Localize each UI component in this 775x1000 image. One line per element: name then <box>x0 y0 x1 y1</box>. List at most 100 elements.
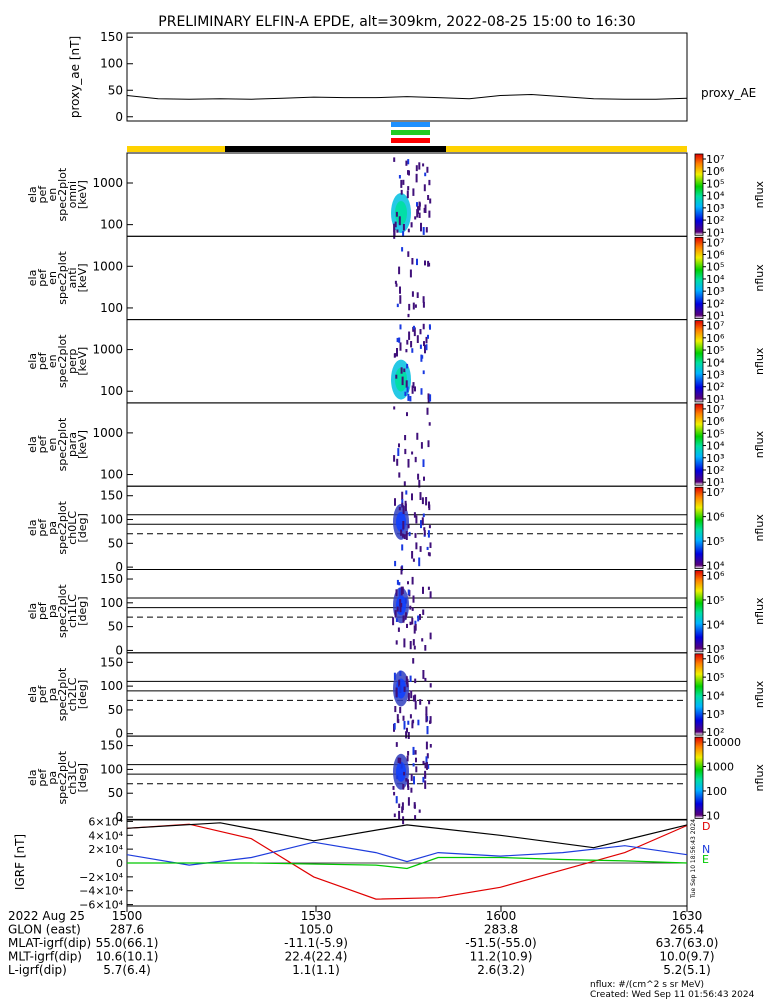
flux-speckle <box>418 201 421 211</box>
panel-ytick-label: 50 <box>108 703 123 717</box>
flux-speckle <box>428 179 431 186</box>
colorbar-tick-label: 10² <box>706 297 724 310</box>
panel-ylabel: spec2plot <box>56 334 69 388</box>
colorbar-tick-label: 10² <box>706 464 724 477</box>
footer-table: 2022 Aug 25 1500 1530 1600 1630 GLON (east) 28… <box>8 906 718 977</box>
colorbar-tick-label: 10⁴ <box>706 356 725 369</box>
colorbar-tick-label: 10¹ <box>706 310 724 323</box>
panel-ylabel: ch1LC <box>66 594 79 628</box>
flux-speckle <box>395 742 398 747</box>
panel-ylabel: para <box>66 432 79 457</box>
igrf-line-total <box>126 822 688 849</box>
flux-speckle <box>396 606 399 612</box>
flux-speckle <box>423 341 425 347</box>
flux-speckle <box>408 531 411 537</box>
panel-ylabel: pa <box>46 771 59 785</box>
colorbar-tick-label: 10⁶ <box>706 653 725 666</box>
flux-speckle <box>401 586 404 594</box>
footer-cell: 5.2(5.1) <box>663 963 711 977</box>
flux-speckle <box>400 763 403 769</box>
colorbar-tick-label: 10⁵ <box>706 535 724 548</box>
footer-cell: -51.5(-55.0) <box>465 936 536 950</box>
flux-speckle <box>407 459 410 468</box>
flux-speckle <box>426 762 428 770</box>
panel-ytick-label: 0 <box>115 560 123 574</box>
colorbar-gradient <box>694 653 704 736</box>
flux-speckle <box>424 345 426 354</box>
colorbar-tick-label: 10⁶ <box>706 165 725 178</box>
igrf-line-d <box>126 823 688 900</box>
panel-ylabel: [deg] <box>76 680 89 709</box>
flux-speckle <box>400 586 403 596</box>
stripe-red <box>391 138 430 143</box>
footer-cell: 1600 <box>486 909 517 923</box>
colorbar-tick-label: 10⁵ <box>706 671 724 684</box>
colorbar-tick-label: 10² <box>706 214 724 227</box>
panel-ytick-label: 0 <box>115 643 123 657</box>
panel-ylabel: ch3LC <box>66 761 79 795</box>
colorbar-label: nflux <box>753 430 766 458</box>
panel-ylabel: ela <box>26 686 39 703</box>
flux-speckle <box>408 170 410 176</box>
flux-speckle <box>407 313 410 318</box>
flux-speckle <box>394 353 397 357</box>
panel-ytick-label: 100 <box>100 218 123 232</box>
flux-speckle <box>402 521 405 530</box>
flux-speckle <box>427 586 430 590</box>
flux-speckle <box>395 640 398 645</box>
flux-speckle <box>418 212 421 218</box>
colorbar-tick-label: 10⁴ <box>706 273 725 286</box>
colorbar-gradient <box>694 570 704 653</box>
panel-ylabel: [deg] <box>76 763 89 792</box>
flux-speckle <box>399 706 402 714</box>
footer-cell: 10.6(10.1) <box>96 950 159 964</box>
panel-ytick-label: 100 <box>100 301 123 315</box>
flux-speckle <box>412 188 415 196</box>
flux-speckle <box>429 591 432 599</box>
stripe-green <box>391 130 430 135</box>
proxy-ae-legend: proxy_AE <box>701 86 756 100</box>
created-timestamp: Created: Wed Sep 11 01:56:43 2024 <box>590 990 755 1000</box>
colorbar: 10⁶ 10⁵ 10⁴ 10³ 10² nflux <box>694 653 766 739</box>
flux-speckle <box>403 686 406 692</box>
flux-speckle <box>398 587 401 597</box>
flux-speckle <box>416 432 419 440</box>
flux-speckle <box>398 810 401 820</box>
colorbar-tick-label: 10² <box>706 726 724 739</box>
panel-ytick-label: 1000 <box>92 259 123 273</box>
flux-speckle <box>401 502 404 508</box>
flux-speckle <box>411 451 414 455</box>
igrf-line-n <box>126 841 688 866</box>
flux-speckle <box>415 757 417 763</box>
flux-speckle <box>396 579 399 585</box>
flux-speckle <box>407 797 410 806</box>
footer-row-label: MLT-igrf(dip) <box>8 950 82 964</box>
colorbar-tick-label: 10³ <box>706 368 724 381</box>
flux-speckle <box>395 589 398 597</box>
panel-ytick-label: 1000 <box>92 426 123 440</box>
flux-speckle <box>395 283 398 287</box>
flux-speckle <box>409 396 412 402</box>
panel-ylabel: [keV] <box>76 264 89 293</box>
panel-ylabel: ela <box>26 769 39 786</box>
flux-speckle <box>406 623 408 628</box>
flux-speckle <box>392 786 395 790</box>
flux-speckle <box>411 551 414 559</box>
flux-speckle <box>427 398 430 403</box>
flux-speckle <box>413 776 415 785</box>
flux-speckle <box>401 247 404 252</box>
flux-speckle <box>399 599 402 606</box>
flux-speckle <box>393 791 396 796</box>
panel-ytick-label: 50 <box>108 620 123 634</box>
flux-speckle <box>400 189 403 195</box>
footer-cell: 11.2(10.9) <box>470 950 533 964</box>
flux-speckle <box>406 339 409 345</box>
flux-speckle <box>414 533 417 538</box>
proxy-ae-tick-label: 0 <box>115 110 123 124</box>
flux-speckle <box>407 720 410 725</box>
flux-speckle <box>411 617 414 625</box>
flux-speckle <box>399 324 402 330</box>
